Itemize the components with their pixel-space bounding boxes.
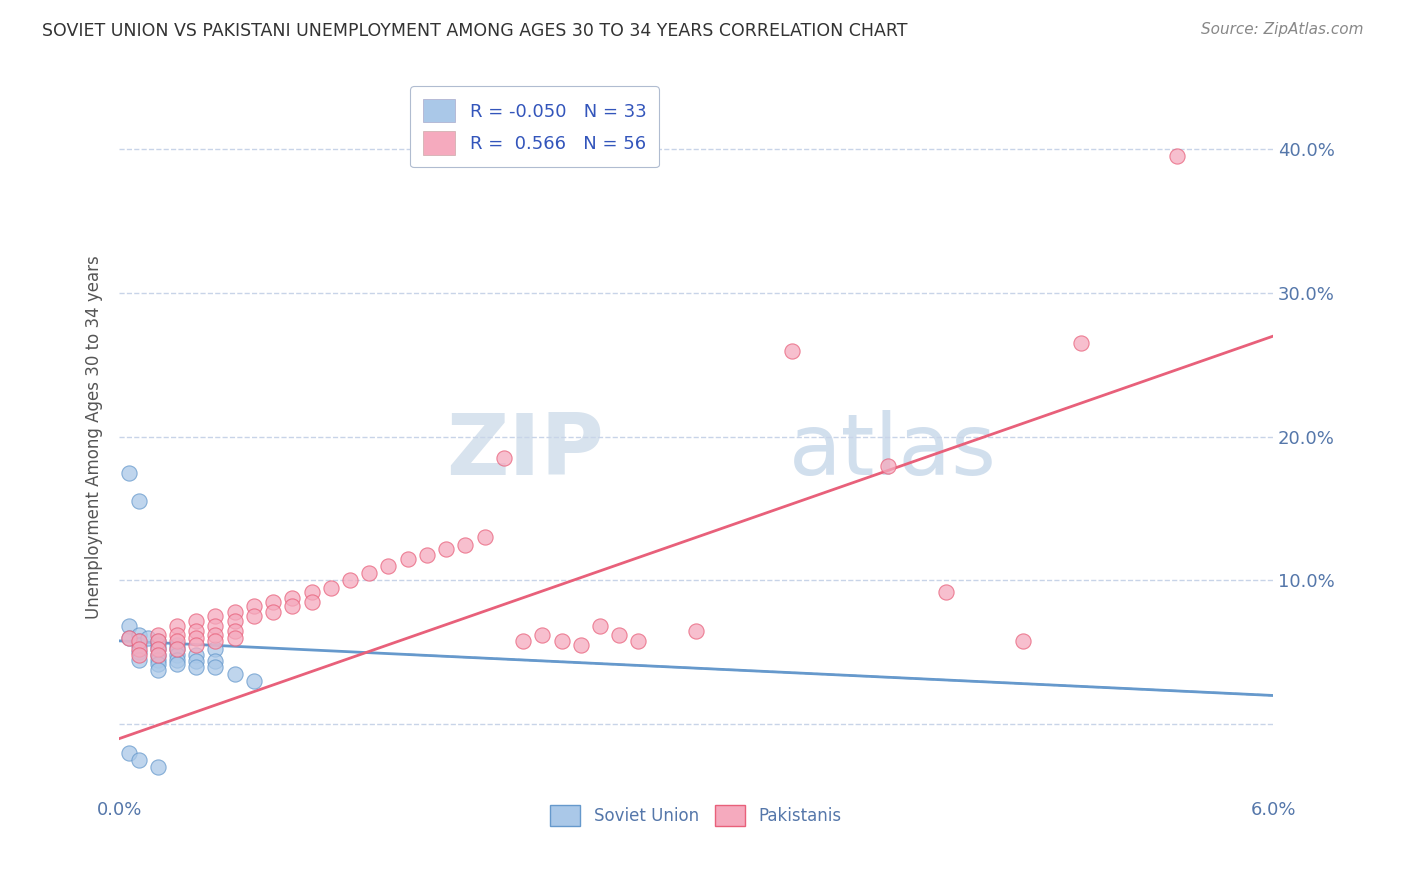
Point [224, 624, 246, 638]
Point [204, 619, 226, 633]
Point [531, 628, 554, 642]
Point [166, 619, 188, 633]
Text: atlas: atlas [789, 409, 997, 492]
Point [166, 638, 188, 652]
Point [118, 466, 141, 480]
Point [935, 585, 957, 599]
Point [146, 642, 169, 657]
Point [204, 609, 226, 624]
Point [166, 642, 188, 657]
Point [474, 530, 496, 544]
Point [136, 631, 159, 645]
Point [204, 633, 226, 648]
Point [359, 566, 381, 581]
Point [204, 659, 226, 673]
Point [186, 648, 208, 663]
Point [128, 645, 150, 659]
Point [685, 624, 707, 638]
Point [224, 605, 246, 619]
Point [146, 648, 169, 663]
Point [1070, 336, 1092, 351]
Point [224, 667, 246, 681]
Point [118, 619, 141, 633]
Point [128, 628, 150, 642]
Point [146, 633, 169, 648]
Point [166, 633, 188, 648]
Point [118, 746, 141, 760]
Point [166, 642, 188, 657]
Point [146, 648, 169, 663]
Point [281, 599, 304, 614]
Point [589, 619, 612, 633]
Point [146, 638, 169, 652]
Point [166, 628, 188, 642]
Point [434, 541, 457, 556]
Text: ZIP: ZIP [446, 409, 603, 492]
Point [396, 552, 419, 566]
Y-axis label: Unemployment Among Ages 30 to 34 years: Unemployment Among Ages 30 to 34 years [86, 255, 103, 619]
Point [146, 628, 169, 642]
Point [146, 663, 169, 677]
Point [186, 631, 208, 645]
Point [377, 559, 399, 574]
Point [550, 633, 572, 648]
Point [186, 638, 208, 652]
Point [128, 753, 150, 767]
Point [204, 654, 226, 668]
Point [166, 652, 188, 666]
Point [339, 574, 361, 588]
Point [186, 614, 208, 628]
Point [146, 642, 169, 657]
Point [186, 624, 208, 638]
Point [128, 642, 150, 657]
Point [262, 605, 284, 619]
Text: SOVIET UNION VS PAKISTANI UNEMPLOYMENT AMONG AGES 30 TO 34 YEARS CORRELATION CHA: SOVIET UNION VS PAKISTANI UNEMPLOYMENT A… [42, 22, 908, 40]
Point [512, 633, 534, 648]
Point [301, 585, 323, 599]
Point [128, 633, 150, 648]
Point [301, 595, 323, 609]
Point [204, 642, 226, 657]
Point [128, 494, 150, 508]
Point [416, 548, 439, 562]
Point [262, 595, 284, 609]
Point [204, 628, 226, 642]
Legend: Soviet Union, Pakistanis: Soviet Union, Pakistanis [543, 797, 851, 835]
Point [128, 652, 150, 666]
Point [224, 631, 246, 645]
Point [243, 609, 266, 624]
Point [243, 599, 266, 614]
Point [128, 638, 150, 652]
Text: Source: ZipAtlas.com: Source: ZipAtlas.com [1201, 22, 1364, 37]
Point [118, 631, 141, 645]
Point [128, 648, 150, 663]
Point [243, 674, 266, 689]
Point [118, 631, 141, 645]
Point [146, 760, 169, 774]
Point [146, 652, 169, 666]
Point [166, 648, 188, 663]
Point [607, 628, 630, 642]
Point [492, 451, 515, 466]
Point [454, 537, 477, 551]
Point [186, 659, 208, 673]
Point [627, 633, 650, 648]
Point [128, 633, 150, 648]
Point [1166, 149, 1188, 163]
Point [186, 654, 208, 668]
Point [782, 343, 804, 358]
Point [224, 614, 246, 628]
Point [146, 657, 169, 671]
Point [877, 458, 900, 473]
Point [319, 581, 342, 595]
Point [166, 657, 188, 671]
Point [146, 633, 169, 648]
Point [569, 638, 592, 652]
Point [281, 591, 304, 605]
Point [1012, 633, 1035, 648]
